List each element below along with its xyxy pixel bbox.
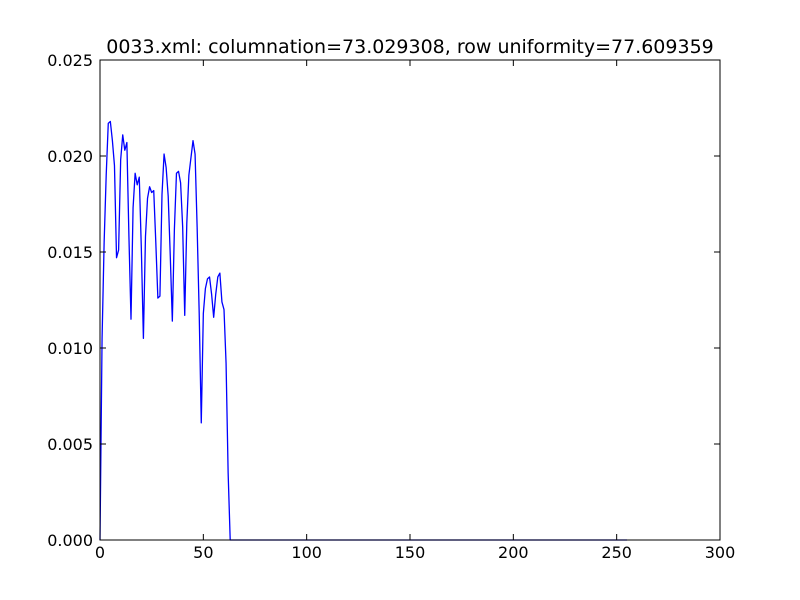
x-tick-label: 150	[395, 543, 426, 562]
x-tick-label: 200	[498, 543, 529, 562]
x-tick-label: 100	[291, 543, 322, 562]
axis-ticks: 0 50 100 150 200 250 300 0.000 0.005 0.010 0.015 0.…	[47, 51, 735, 562]
plot-content	[99, 120, 627, 541]
x-tick-label: 250	[601, 543, 632, 562]
x-tick-label: 50	[193, 543, 213, 562]
chart-title: 0033.xml: columnation=73.029308, row uni…	[106, 36, 714, 58]
y-tick-label: 0.010	[47, 339, 93, 358]
x-tick-label: 0	[95, 543, 105, 562]
y-tick-label: 0.005	[47, 435, 93, 454]
series-line-0	[99, 120, 627, 541]
plot-frame	[99, 59, 721, 541]
y-tick-label: 0.020	[47, 147, 93, 166]
x-tick-label: 300	[705, 543, 736, 562]
y-tick-label: 0.000	[47, 531, 93, 550]
y-tick-label: 0.015	[47, 243, 93, 262]
y-tick-label: 0.025	[47, 51, 93, 70]
